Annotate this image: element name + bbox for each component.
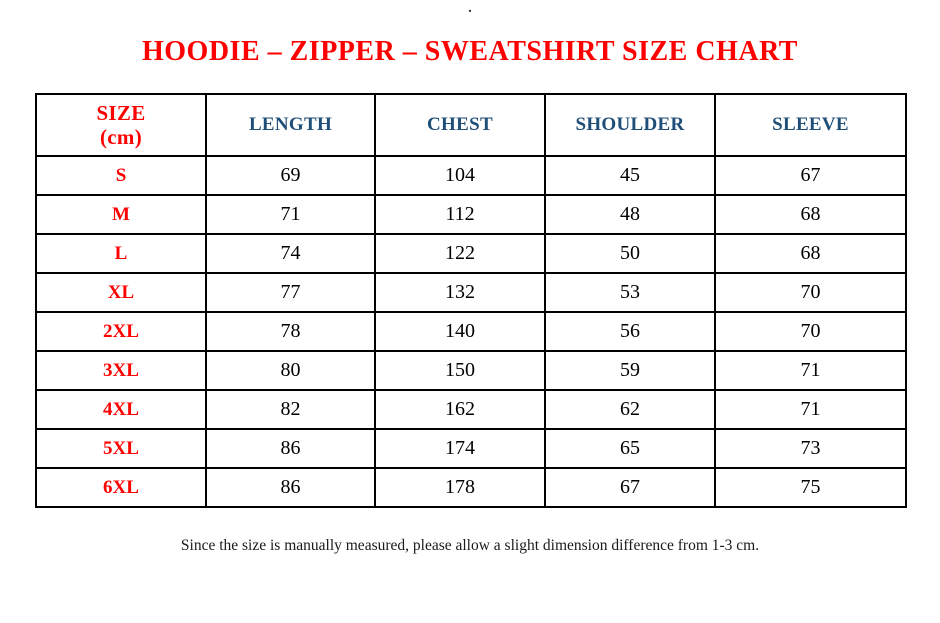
- column-header-shoulder: SHOULDER: [544, 93, 716, 157]
- table-header: SIZE (cm) LENGTH CHEST SHOULDER SLEEVE: [35, 93, 907, 157]
- measurement-value: 82: [205, 389, 376, 430]
- measurement-value: 53: [544, 272, 716, 313]
- measurement-value: 132: [374, 272, 546, 313]
- size-label: 3XL: [35, 350, 207, 391]
- measurement-value: 45: [544, 155, 716, 196]
- measurement-value: 104: [374, 155, 546, 196]
- measurement-value: 62: [544, 389, 716, 430]
- measurement-value: 70: [714, 311, 907, 352]
- measurement-value: 71: [714, 350, 907, 391]
- measurement-value: 162: [374, 389, 546, 430]
- table-row: 6XL 86 178 67 75: [35, 467, 907, 508]
- measurement-disclaimer: Since the size is manually measured, ple…: [180, 537, 760, 554]
- measurement-value: 65: [544, 428, 716, 469]
- measurement-value: 112: [374, 194, 546, 235]
- column-header-sleeve: SLEEVE: [714, 93, 907, 157]
- size-label: L: [35, 233, 207, 274]
- table-row: M 71 112 48 68: [35, 194, 907, 235]
- measurement-value: 71: [205, 194, 376, 235]
- page-title: HOODIE – ZIPPER – SWEATSHIRT SIZE CHART: [142, 36, 798, 67]
- measurement-value: 67: [714, 155, 907, 196]
- size-label: 5XL: [35, 428, 207, 469]
- measurement-value: 67: [544, 467, 716, 508]
- measurement-value: 140: [374, 311, 546, 352]
- table-row: 2XL 78 140 56 70: [35, 311, 907, 352]
- measurement-value: 86: [205, 467, 376, 508]
- table-row: 4XL 82 162 62 71: [35, 389, 907, 430]
- stray-period: .: [468, 1, 472, 16]
- column-header-length: LENGTH: [205, 93, 376, 157]
- measurement-value: 150: [374, 350, 546, 391]
- measurement-value: 69: [205, 155, 376, 196]
- size-label: XL: [35, 272, 207, 313]
- measurement-value: 80: [205, 350, 376, 391]
- measurement-value: 70: [714, 272, 907, 313]
- size-label: M: [35, 194, 207, 235]
- header-row: SIZE (cm) LENGTH CHEST SHOULDER SLEEVE: [35, 93, 907, 157]
- table-row: L 74 122 50 68: [35, 233, 907, 274]
- measurement-value: 71: [714, 389, 907, 430]
- measurement-value: 68: [714, 194, 907, 235]
- size-label: S: [35, 155, 207, 196]
- size-label: 4XL: [35, 389, 207, 430]
- measurement-value: 122: [374, 233, 546, 274]
- table-row: 3XL 80 150 59 71: [35, 350, 907, 391]
- measurement-value: 174: [374, 428, 546, 469]
- measurement-value: 73: [714, 428, 907, 469]
- measurement-value: 74: [205, 233, 376, 274]
- table-row: 5XL 86 174 65 73: [35, 428, 907, 469]
- measurement-value: 48: [544, 194, 716, 235]
- measurement-value: 78: [205, 311, 376, 352]
- column-header-size: SIZE (cm): [35, 93, 207, 157]
- measurement-value: 86: [205, 428, 376, 469]
- column-header-chest: CHEST: [374, 93, 546, 157]
- measurement-value: 59: [544, 350, 716, 391]
- measurement-value: 178: [374, 467, 546, 508]
- measurement-value: 50: [544, 233, 716, 274]
- table-body: S 69 104 45 67 M 71 112 48 68 L 74 122 50 68 XL 77 132 53 7…: [35, 155, 907, 508]
- size-label: 2XL: [35, 311, 207, 352]
- size-chart-table: SIZE (cm) LENGTH CHEST SHOULDER SLEEVE S…: [35, 93, 907, 508]
- measurement-value: 75: [714, 467, 907, 508]
- measurement-value: 56: [544, 311, 716, 352]
- size-label: 6XL: [35, 467, 207, 508]
- measurement-value: 77: [205, 272, 376, 313]
- table-row: XL 77 132 53 70: [35, 272, 907, 313]
- table-row: S 69 104 45 67: [35, 155, 907, 196]
- measurement-value: 68: [714, 233, 907, 274]
